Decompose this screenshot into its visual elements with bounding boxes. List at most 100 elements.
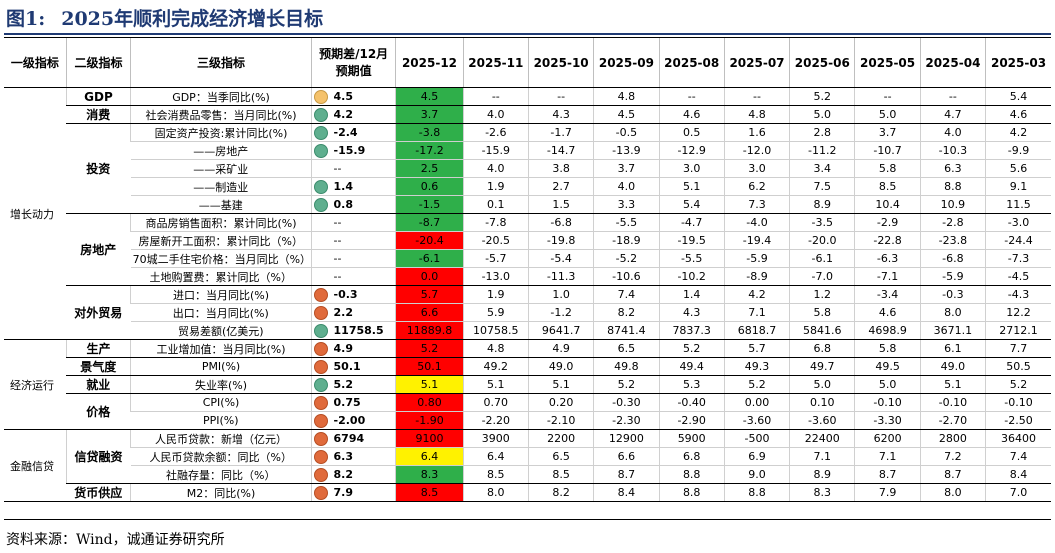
value-cell: 7.4 bbox=[985, 447, 1051, 466]
status-dot-cell bbox=[310, 447, 330, 466]
value-cell: 8.5 bbox=[462, 465, 529, 484]
value-cell: 8.7 bbox=[854, 465, 921, 484]
table-row: 人民币贷款余额：同比（%） 6.3 6.4 6.4 6.5 6.6 6.8 6.9 7.1 7.1… bbox=[4, 447, 1051, 466]
value-cell: 7.9 bbox=[854, 483, 921, 502]
value-cell: -1.7 bbox=[527, 123, 594, 142]
status-dot-cell bbox=[310, 123, 330, 142]
value-cell: -2.70 bbox=[919, 411, 986, 430]
value-cell: 5.1 bbox=[527, 375, 594, 394]
header-row: 一级指标 二级指标 三级指标 预期差/12月 预期值 2025-12 2025-… bbox=[4, 37, 1051, 88]
value-cell: 4.6 bbox=[658, 105, 725, 124]
prediction-value: 11758.5 bbox=[329, 321, 396, 340]
latest-value-cell: 5.1 bbox=[395, 375, 464, 394]
value-cell: -5.9 bbox=[919, 267, 986, 286]
value-cell: 0.70 bbox=[462, 393, 529, 412]
value-cell: 4.8 bbox=[723, 105, 790, 124]
value-cell: 2.8 bbox=[789, 123, 855, 142]
value-cell: 8.4 bbox=[593, 483, 660, 502]
table-row: ——采矿业 -- 2.5 4.0 3.8 3.7 3.0 3.0 3.4 5.8 6.3 5.6 bbox=[4, 159, 1051, 178]
value-cell: 2800 bbox=[919, 429, 986, 448]
value-cell: -23.8 bbox=[919, 231, 986, 250]
value-cell: 5.0 bbox=[789, 375, 855, 394]
value-cell: 36400 bbox=[985, 429, 1051, 448]
value-cell: -0.3 bbox=[919, 285, 986, 304]
value-cell: -20.5 bbox=[462, 231, 529, 250]
source-note: 资料来源：Wind，诚通证券研究所 bbox=[6, 532, 225, 548]
prediction-value: -2.4 bbox=[329, 123, 396, 142]
header-level2: 二级指标 bbox=[65, 37, 131, 88]
level2-category: 对外贸易 bbox=[66, 285, 131, 340]
value-cell: 4.2 bbox=[985, 123, 1051, 142]
indicator-name: 进口：当月同比(%) bbox=[130, 285, 312, 304]
status-dot-cell bbox=[310, 105, 330, 124]
value-cell: 4698.9 bbox=[854, 321, 921, 340]
value-cell: -0.5 bbox=[593, 123, 660, 142]
value-cell: -2.30 bbox=[593, 411, 660, 430]
value-cell: 8741.4 bbox=[593, 321, 660, 340]
red-dot-icon bbox=[313, 359, 328, 374]
header-prediction: 预期差/12月 预期值 bbox=[310, 37, 396, 88]
value-cell: 3.7 bbox=[854, 123, 921, 142]
table-row: 金融信贷 信贷融资 人民币贷款：新增（亿元） 6794 9100 3900 2200 1290… bbox=[4, 429, 1051, 502]
table-row: 价格 CPI(%) 0.75 0.80 0.70 0.20 -0.30 -0.40 0.00 0.… bbox=[4, 393, 1051, 430]
indicator-name: ——房地产 bbox=[130, 141, 312, 160]
value-cell: 10.4 bbox=[854, 195, 921, 214]
latest-value-cell: 11889.8 bbox=[395, 321, 464, 340]
value-cell: 7.5 bbox=[789, 177, 855, 196]
prediction-value: 8.2 bbox=[329, 465, 396, 484]
prediction-value: -- bbox=[329, 249, 396, 268]
value-cell: 9.1 bbox=[985, 177, 1051, 196]
latest-value-cell: 6.4 bbox=[395, 447, 464, 466]
value-cell: -10.3 bbox=[919, 141, 986, 160]
value-cell: -4.7 bbox=[658, 213, 725, 232]
value-cell: 0.1 bbox=[462, 195, 529, 214]
value-cell: 49.7 bbox=[789, 357, 855, 376]
value-cell: -3.60 bbox=[789, 411, 855, 430]
indicator-name: 人民币贷款余额：同比（%） bbox=[130, 447, 312, 466]
indicator-name: 贸易差额(亿美元) bbox=[130, 321, 312, 340]
red-dot-icon bbox=[313, 467, 328, 482]
value-cell: -13.0 bbox=[462, 267, 529, 286]
value-cell: 6.9 bbox=[723, 447, 790, 466]
status-dot-cell bbox=[310, 483, 330, 502]
value-cell: -0.10 bbox=[854, 393, 921, 412]
value-cell: 6818.7 bbox=[723, 321, 790, 340]
indicator-name: 社融存量：同比（%） bbox=[130, 465, 312, 484]
value-cell: -5.2 bbox=[593, 249, 660, 268]
value-cell: -0.30 bbox=[593, 393, 660, 412]
value-cell: 1.6 bbox=[723, 123, 790, 142]
value-cell: 5.8 bbox=[854, 339, 921, 358]
table-row: PPI(%) -2.00 -1.90 -2.20 -2.10 -2.30 -2.90 -3.6… bbox=[4, 411, 1051, 430]
table-row: 70城二手住宅价格：当月同比（%） -- -6.1 -5.7 -5.4 -5.2 -5.5-… bbox=[4, 249, 1051, 268]
value-cell: 3.3 bbox=[593, 195, 660, 214]
value-cell: -5.5 bbox=[658, 249, 725, 268]
value-cell: 4.3 bbox=[658, 303, 725, 322]
value-cell: 1.5 bbox=[527, 195, 594, 214]
indicator-name: 工业增加值：当月同比(%) bbox=[130, 339, 312, 358]
value-cell: 4.6 bbox=[854, 303, 921, 322]
value-cell: 1.9 bbox=[462, 177, 529, 196]
prediction-value: 4.2 bbox=[329, 105, 396, 124]
value-cell: 3.7 bbox=[593, 159, 660, 178]
value-cell: 5.1 bbox=[462, 375, 529, 394]
header-month: 2025-06 bbox=[789, 37, 855, 88]
status-dot-cell bbox=[310, 213, 330, 232]
value-cell: 4.3 bbox=[527, 105, 594, 124]
indicator-name: PMI(%) bbox=[130, 357, 312, 376]
header-prediction-line2: 预期值 bbox=[335, 63, 372, 78]
status-dot-cell bbox=[310, 159, 330, 178]
value-cell: 5.1 bbox=[919, 375, 986, 394]
value-cell: -11.3 bbox=[527, 267, 594, 286]
table-row: 经济运行 生产 工业增加值：当月同比(%) 4.9 5.2 4.8 4.9 6.5 5.2 5.7… bbox=[4, 339, 1051, 430]
value-cell: -- bbox=[462, 87, 529, 106]
figure-title-text: 2025年顺利完成经济增长目标 bbox=[61, 8, 324, 30]
value-cell: 2200 bbox=[527, 429, 594, 448]
header-month: 2025-11 bbox=[462, 37, 529, 88]
value-cell: -13.9 bbox=[593, 141, 660, 160]
latest-value-cell: 8.5 bbox=[395, 483, 464, 502]
value-cell: 4.0 bbox=[919, 123, 986, 142]
latest-value-cell: -20.4 bbox=[395, 231, 464, 250]
value-cell: -3.60 bbox=[723, 411, 790, 430]
value-cell: 5.2 bbox=[723, 375, 790, 394]
value-cell: -4.5 bbox=[985, 267, 1051, 286]
